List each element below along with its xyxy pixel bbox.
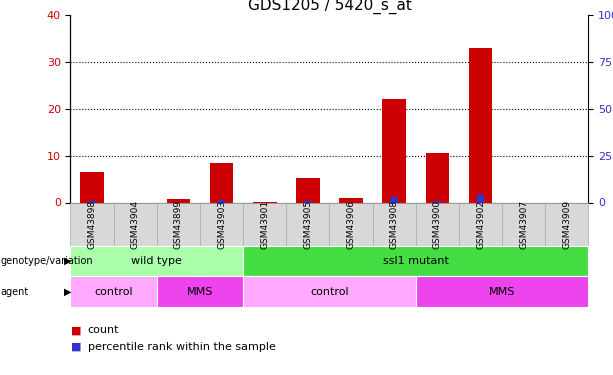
Text: GSM43901: GSM43901: [261, 200, 269, 249]
Bar: [433, 201, 441, 202]
Text: percentile rank within the sample: percentile rank within the sample: [88, 342, 275, 351]
Text: GSM43900: GSM43900: [433, 200, 442, 249]
Text: GSM43906: GSM43906: [346, 200, 356, 249]
Text: genotype/variation: genotype/variation: [1, 256, 93, 266]
Bar: [477, 194, 484, 202]
Text: GSM43905: GSM43905: [303, 200, 313, 249]
Text: count: count: [88, 326, 119, 335]
Bar: [296, 178, 320, 203]
Bar: [469, 48, 492, 202]
Bar: [390, 197, 398, 202]
Text: control: control: [310, 287, 349, 297]
Bar: [167, 199, 190, 202]
Text: GSM43903: GSM43903: [217, 200, 226, 249]
Text: agent: agent: [1, 287, 29, 297]
Text: ▶: ▶: [64, 256, 72, 266]
Text: ■: ■: [70, 326, 81, 335]
Text: GSM43898: GSM43898: [88, 200, 97, 249]
Text: GSM43904: GSM43904: [131, 200, 140, 249]
Bar: [425, 153, 449, 203]
Text: MMS: MMS: [187, 287, 213, 297]
Bar: [210, 163, 234, 202]
Bar: [80, 172, 104, 202]
Text: GSM43909: GSM43909: [562, 200, 571, 249]
Bar: [339, 198, 363, 202]
Bar: [88, 201, 96, 202]
Bar: [218, 200, 226, 202]
Text: ssl1 mutant: ssl1 mutant: [383, 256, 449, 266]
Text: wild type: wild type: [131, 256, 182, 266]
Text: GSM43908: GSM43908: [390, 200, 398, 249]
Text: ■: ■: [70, 342, 81, 351]
Text: control: control: [94, 287, 133, 297]
Text: GSM43907: GSM43907: [519, 200, 528, 249]
Bar: [304, 201, 312, 202]
Text: ▶: ▶: [64, 287, 72, 297]
Text: MMS: MMS: [489, 287, 516, 297]
Text: GSM43902: GSM43902: [476, 200, 485, 249]
Bar: [383, 99, 406, 202]
Title: GDS1205 / 5420_s_at: GDS1205 / 5420_s_at: [248, 0, 411, 13]
Text: GSM43899: GSM43899: [174, 200, 183, 249]
